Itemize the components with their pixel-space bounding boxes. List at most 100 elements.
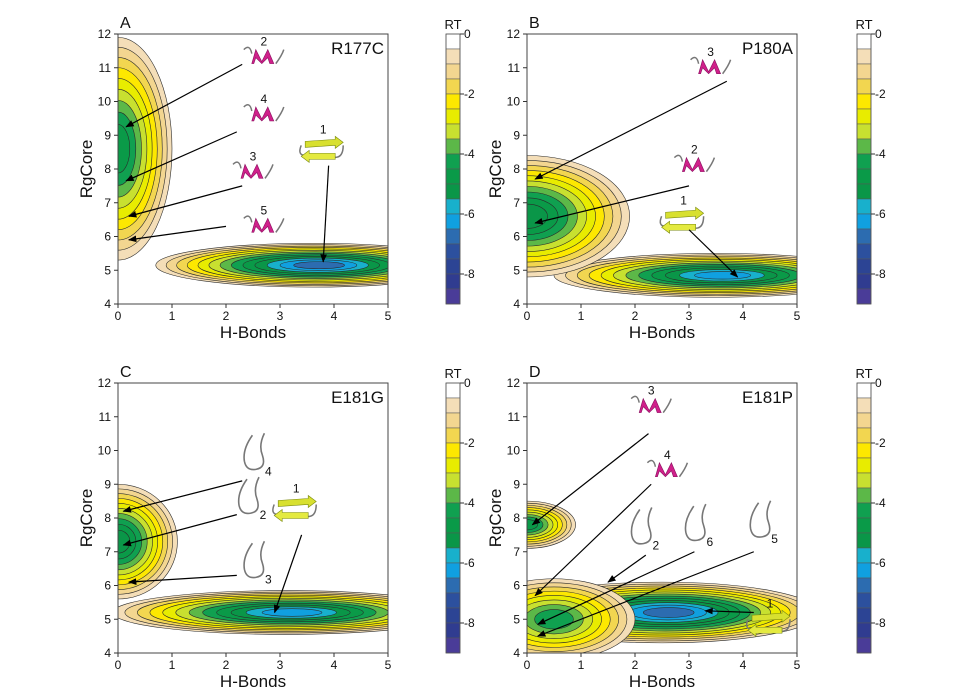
colorbar-band xyxy=(445,93,461,110)
colorbar-tick-label: 0 xyxy=(875,376,882,390)
structure-label: 4 xyxy=(260,92,267,106)
y-tick-label: 7 xyxy=(513,545,520,559)
y-tick-label: 11 xyxy=(99,61,112,75)
coil-icon xyxy=(630,395,672,414)
coil-icon xyxy=(243,215,285,233)
pointer-arrow xyxy=(607,554,647,583)
colorbar: RT0 -2 -4 -6 -8 xyxy=(855,17,886,305)
structure-label: 4 xyxy=(265,464,272,478)
strand-icon xyxy=(273,508,309,523)
colorbar-band xyxy=(445,138,461,155)
colorbar-band xyxy=(856,153,872,170)
x-tick-label: 0 xyxy=(115,309,122,323)
y-tick-label: 10 xyxy=(507,95,521,109)
colorbar-band xyxy=(445,198,461,215)
pointer-arrow xyxy=(534,80,728,180)
strand-icon xyxy=(304,135,344,149)
colorbar-band xyxy=(445,412,461,429)
contour-level xyxy=(261,608,323,617)
colorbar-band xyxy=(445,273,461,290)
energy-basin-2 xyxy=(527,500,576,549)
y-tick-label: 11 xyxy=(99,410,112,424)
pointer-arrow xyxy=(122,514,237,547)
y-tick-label: 10 xyxy=(98,95,112,109)
colorbar-band xyxy=(856,63,872,80)
y-axis-label: RgCore xyxy=(486,140,505,199)
helix-icon xyxy=(251,48,275,65)
contour-layer xyxy=(118,483,388,635)
colorbar-band xyxy=(856,412,872,429)
x-tick-label: 5 xyxy=(794,309,801,323)
colorbar-tick-label: -8 xyxy=(464,267,475,281)
y-axis-label: RgCore xyxy=(77,140,96,199)
colorbar-tick-label: 0 xyxy=(464,376,471,390)
colorbar-band xyxy=(445,228,461,245)
mutant-title: P180A xyxy=(742,39,794,58)
y-tick-label: 12 xyxy=(507,27,521,41)
structure-1: 1 xyxy=(272,482,317,614)
colorbar-band xyxy=(445,123,461,140)
coil-icon xyxy=(243,104,285,122)
colorbar-band xyxy=(445,213,461,230)
structure-label: 3 xyxy=(265,572,272,586)
colorbar-band xyxy=(856,243,872,260)
colorbar-band xyxy=(445,577,461,594)
contour-level xyxy=(534,609,574,630)
colorbar-band xyxy=(445,48,461,65)
colorbar-title: RT xyxy=(855,17,872,32)
structure-5: 5 xyxy=(127,203,285,243)
colorbar-title: RT xyxy=(444,366,461,381)
colorbar-band xyxy=(445,243,461,260)
y-tick-label: 12 xyxy=(98,376,112,390)
y-tick-label: 6 xyxy=(513,579,520,593)
colorbar-tick-label: 0 xyxy=(464,27,471,41)
x-tick-label: 2 xyxy=(223,309,230,323)
structure-5: 5 xyxy=(537,500,778,637)
x-tick-label: 5 xyxy=(385,658,392,672)
colorbar: RT0 -2 -4 -6 -8 xyxy=(444,17,475,305)
structure-1: 1 xyxy=(299,122,344,263)
pointer-arrow xyxy=(125,63,243,128)
colorbar-band xyxy=(856,228,872,245)
colorbar-band xyxy=(856,502,872,519)
strand-icon xyxy=(751,609,791,623)
x-tick-label: 3 xyxy=(277,309,284,323)
x-tick-label: 2 xyxy=(632,309,639,323)
strand-icon xyxy=(747,623,783,637)
y-tick-label: 8 xyxy=(513,162,520,176)
colorbar-band xyxy=(445,472,461,489)
helix-icon xyxy=(638,397,662,414)
y-tick-label: 9 xyxy=(513,477,520,491)
colorbar-band xyxy=(856,472,872,489)
coil-icon xyxy=(232,161,274,179)
colorbar-band xyxy=(856,273,872,290)
contour-layer xyxy=(118,37,388,288)
y-tick-label: 6 xyxy=(104,579,111,593)
colorbar-frame xyxy=(445,33,461,305)
structure-label: 1 xyxy=(680,193,687,207)
colorbar-band xyxy=(445,502,461,519)
structure-label: 4 xyxy=(664,448,671,462)
colorbar-band xyxy=(856,577,872,594)
coil-icon xyxy=(673,154,716,173)
x-tick-label: 3 xyxy=(686,658,693,672)
structure-2: 2 xyxy=(607,507,659,583)
y-tick-label: 11 xyxy=(508,410,521,424)
y-tick-label: 10 xyxy=(98,444,112,458)
y-axis-label: RgCore xyxy=(77,489,96,548)
colorbar-band xyxy=(856,532,872,549)
colorbar: RT0 -2 -4 -6 -8 xyxy=(855,366,886,654)
panel-letter: C xyxy=(120,364,132,381)
x-axis-label: H-Bonds xyxy=(629,672,695,691)
colorbar-frame xyxy=(445,382,461,654)
colorbar-title: RT xyxy=(855,366,872,381)
structure-label: 1 xyxy=(293,482,300,496)
x-tick-label: 3 xyxy=(686,309,693,323)
coil-icon xyxy=(684,503,707,542)
colorbar-band xyxy=(856,397,872,414)
panel-a: 0 1 2 3 4 5456789101112H-BondsRgCoreAR177C124… xyxy=(77,15,475,342)
colorbar-band xyxy=(856,622,872,639)
pointer-arrow xyxy=(122,480,243,513)
colorbar-band xyxy=(856,442,872,459)
colorbar-band xyxy=(856,637,872,654)
